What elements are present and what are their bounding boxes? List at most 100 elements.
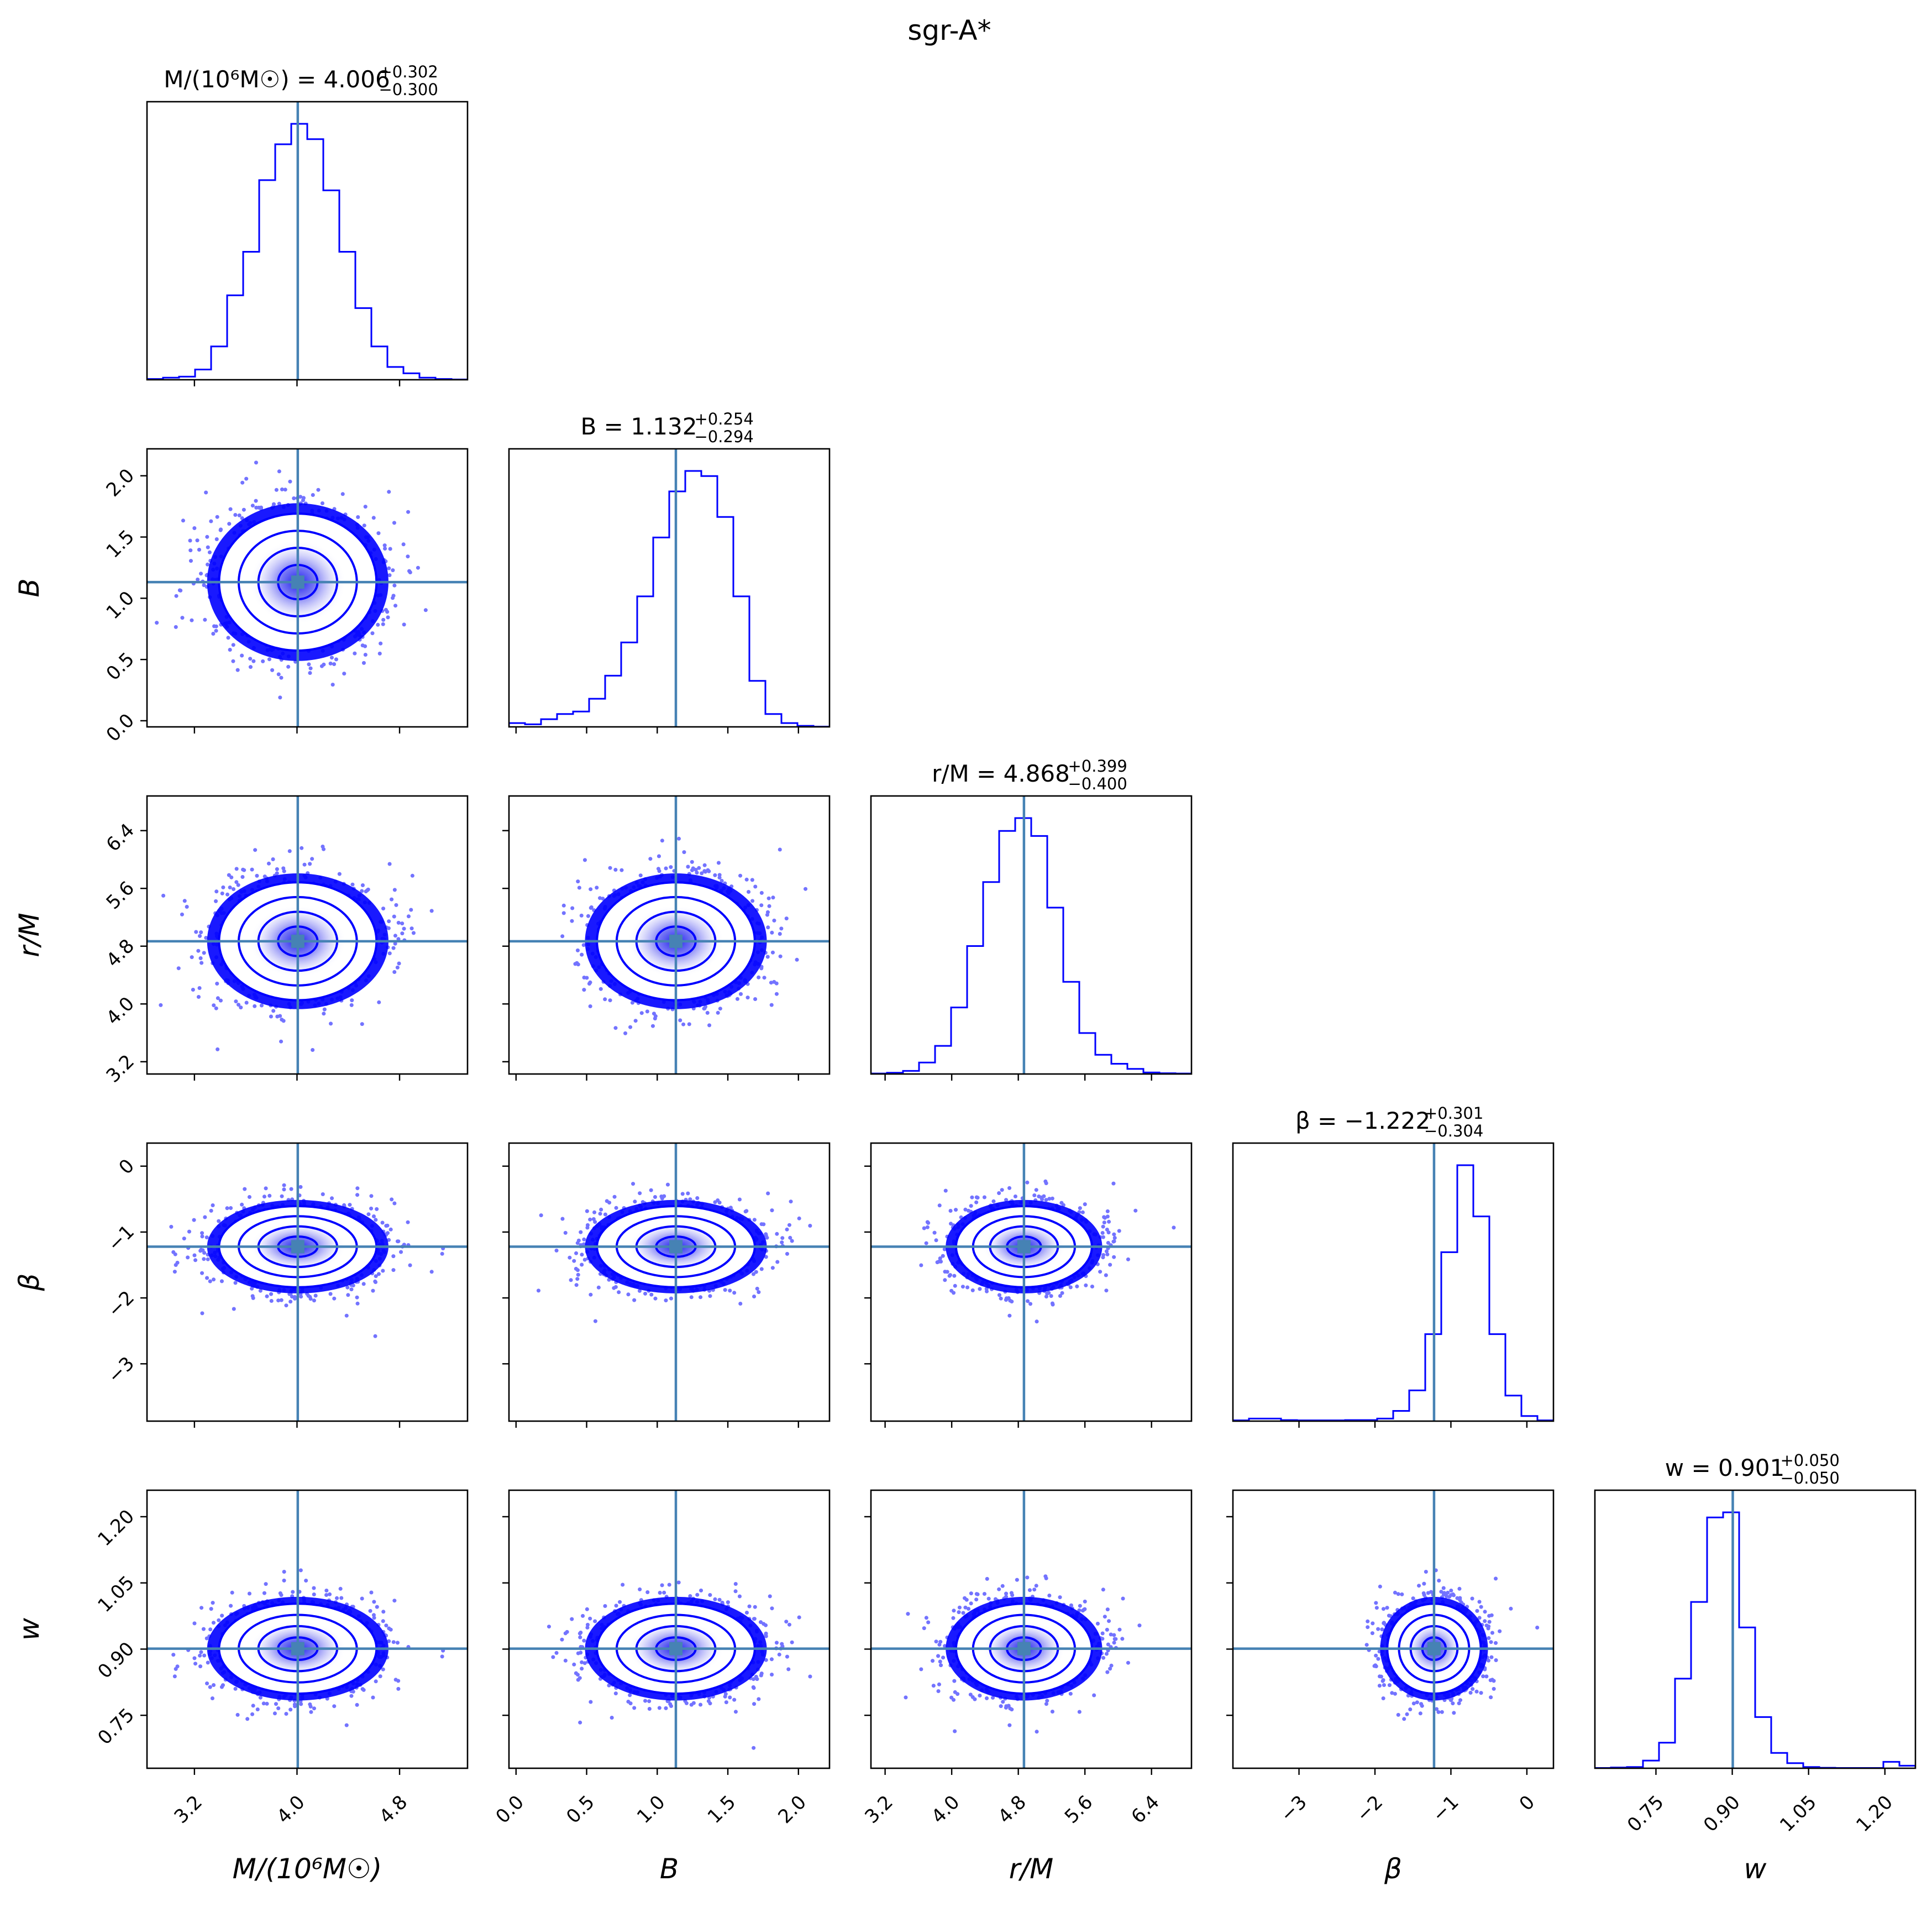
panel-beta-M: −3 −2 −1 0 [103,1142,469,1428]
x-tick-label: 1.20 [1852,1791,1897,1836]
x-axis-label-M: M/(10⁶M☉) [233,1853,382,1885]
truth-marker [669,934,683,948]
panel-frame [146,1489,469,1769]
panel-content [147,1143,468,1421]
panel-grid: M/(10⁶M☉) = 4.006+0.302−0.300 0.0 0.5 1.0 1.… [13,62,1917,1885]
panel-content [147,102,468,380]
y-axis-label-B: B [13,578,45,597]
x-axis-label-beta: β [1384,1853,1402,1885]
panel-frame [870,795,1193,1075]
panel-frame [1232,1142,1555,1422]
panel-title-err-plus: +0.254 [695,410,754,428]
histogram-r [871,817,1191,1074]
x-axis-label-r: r/M [1009,1853,1054,1885]
truth-marker [669,1240,683,1254]
panel-w-M: 3.2 4.0 4.8 0.75 0.90 1.05 1.20 [93,1489,469,1828]
x-tick-label: 3.2 [170,1791,207,1828]
panel-w-B: 0.0 0.5 1.0 1.5 2.0 [491,1489,831,1828]
y-tick-label: −3 [103,1353,139,1388]
panel-title-err-plus: +0.301 [1424,1104,1483,1123]
histogram-w [1595,1511,1915,1768]
panel-r-r: r/M = 4.868+0.399−0.400 [870,757,1193,1081]
histogram-beta [1233,1164,1553,1421]
panel-frame [870,1142,1193,1422]
panel-content [871,1143,1191,1421]
truth-marker [1017,1642,1031,1655]
panel-B-B: B = 1.132+0.254−0.294 [508,410,831,734]
y-tick-label: 5.6 [102,877,139,914]
panel-frame [1232,1489,1555,1769]
truth-marker [291,1240,305,1254]
panel-title-M: M/(10⁶M☉) = 4.006 [164,66,390,93]
x-tick-label: 4.0 [272,1791,309,1828]
x-tick-label: 1.5 [704,1791,741,1828]
x-tick-label: 0 [1515,1791,1540,1815]
y-axis-label-r: r/M [13,913,45,957]
x-tick-label: 0.75 [1623,1791,1668,1836]
panel-title-err-minus: −0.304 [1424,1122,1483,1140]
panel-content [871,796,1191,1074]
histogram-B [509,470,830,727]
x-tick-label: 0.5 [562,1791,599,1828]
panel-title-err-minus: −0.294 [695,427,754,446]
panel-content [147,449,468,727]
x-axis-label-B: B [660,1853,679,1885]
x-tick-label: 1.05 [1776,1791,1821,1836]
y-axis-label-beta: β [13,1274,45,1292]
panel-beta-B [502,1142,831,1428]
panel-content [509,1143,830,1421]
panel-w-r: 3.2 4.0 4.8 5.6 6.4 [860,1489,1193,1828]
truth-marker [291,1642,305,1655]
x-tick-label: −2 [1352,1791,1388,1826]
panel-content [147,796,468,1074]
x-tick-label: 3.2 [860,1791,897,1828]
y-tick-label: 1.05 [93,1571,139,1617]
x-tick-label: −3 [1276,1791,1311,1826]
x-tick-label: 2.0 [774,1791,811,1828]
panel-frame [146,1142,469,1422]
y-tick-label: 0 [115,1155,139,1179]
panel-frame [1594,1489,1917,1769]
y-tick-label: 4.8 [102,935,139,972]
y-tick-label: 1.5 [102,526,139,563]
panel-content [509,449,830,727]
panel-title-w: w = 0.901 [1665,1454,1784,1481]
y-tick-label: 1.0 [102,587,139,624]
panel-content [509,1490,830,1768]
panel-r-B [502,795,831,1081]
panel-M-M: M/(10⁶M☉) = 4.006+0.302−0.300 [146,62,469,386]
truth-marker [1427,1642,1441,1655]
panel-title-err-plus: +0.302 [379,62,438,81]
x-tick-label: 6.4 [1127,1791,1164,1828]
panel-w-beta: −3 −2 −1 0 [1226,1489,1555,1826]
panel-frame [146,448,469,728]
y-tick-label: 0.0 [102,709,139,746]
panel-frame [508,1489,831,1769]
x-tick-label: 0.0 [491,1791,528,1828]
y-axis-label-w: w [13,1618,45,1641]
panel-beta-beta: β = −1.222+0.301−0.304 [1232,1104,1555,1428]
histogram-M [147,123,468,380]
panel-w-w: w = 0.901+0.050−0.050 0.75 0.90 1.05 1.20 [1594,1451,1917,1836]
y-tick-label: 4.0 [102,993,139,1030]
x-tick-label: 0.90 [1699,1791,1745,1836]
panel-title-err-plus: +0.399 [1068,757,1127,776]
y-tick-label: 3.2 [102,1050,139,1087]
panel-content [509,796,830,1074]
panel-content [871,1490,1191,1768]
panel-frame [146,795,469,1075]
panel-title-err-minus: −0.050 [1781,1469,1840,1487]
truth-marker [291,934,305,948]
panel-frame [870,1489,1193,1769]
y-tick-label: −2 [103,1287,139,1322]
panel-beta-r [864,1142,1193,1428]
panel-title-err-minus: −0.400 [1068,774,1127,793]
x-tick-label: 4.8 [994,1791,1031,1828]
figure-title: sgr-A* [907,14,991,46]
panel-title-r: r/M = 4.868 [932,760,1070,787]
panel-title-B: B = 1.132 [581,413,697,440]
truth-marker [1017,1240,1031,1254]
panel-r-M: 3.2 4.0 4.8 5.6 6.4 [102,795,469,1087]
truth-marker [291,575,305,589]
y-tick-label: 1.20 [93,1505,139,1550]
